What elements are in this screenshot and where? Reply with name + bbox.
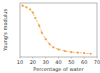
x-tick-label: 40 [55,59,61,65]
point [34,17,36,19]
point [83,52,85,54]
plot-frame [20,3,97,57]
data-group [21,5,91,55]
x-tick-label: 20 [30,59,36,65]
point [52,46,54,48]
point [25,6,27,8]
x-tick-label: 10 [17,59,23,65]
y-axis-label: Young's modulus [2,9,9,52]
point [70,51,72,53]
chart: 10 20 30 40 50 60 70 Percentage of water Young's… [0,0,100,73]
point [57,48,59,50]
x-tick-label: 70 [94,59,100,65]
x-tick-label: 60 [81,59,87,65]
point [32,12,34,14]
point [89,53,91,55]
point [29,8,31,10]
x-axis-label: Percentage of water [33,66,84,73]
point [64,50,66,52]
point [21,5,23,7]
x-tick-label: 30 [42,59,48,65]
point [45,38,47,40]
x-tick-label: 50 [68,59,74,65]
series-line [23,6,91,54]
point [77,52,79,54]
point [41,32,43,34]
point [48,43,50,45]
point [38,25,40,27]
